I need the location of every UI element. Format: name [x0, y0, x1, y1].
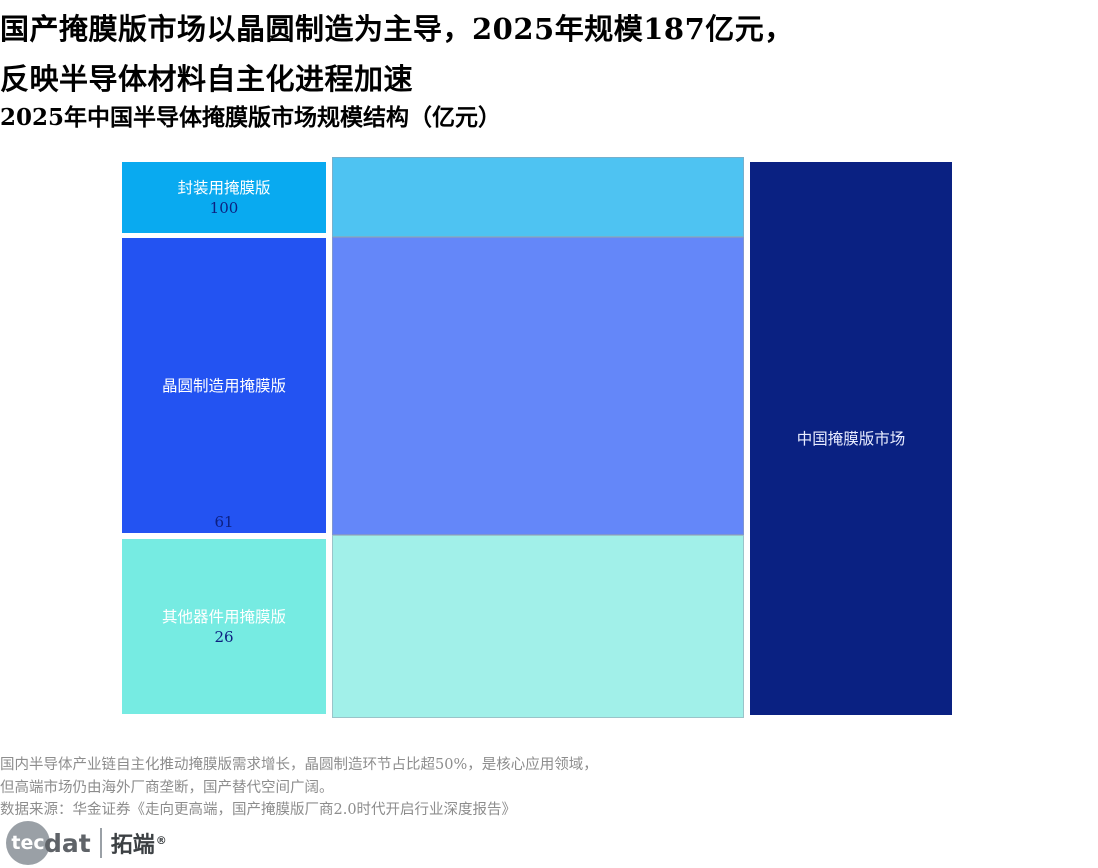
logo-suffix-text: dat	[44, 828, 91, 858]
segment-label-packaging: 封装用掩膜版	[177, 178, 271, 197]
segment-label-wafer: 晶圆制造用掩膜版	[161, 376, 286, 395]
logo-circle-icon: tec	[6, 821, 50, 865]
footnote-line1: 国内半导体产业链自主化推动掩膜版需求增长，晶圆制造环节占比超50%，是核心应用领…	[0, 757, 598, 773]
segment-label-other: 其他器件用掩膜版	[161, 607, 286, 626]
target-block-china-market: 中国掩膜版市场	[750, 162, 952, 715]
segment-value-wafer: 61	[214, 513, 234, 531]
page-title-line2: 反映半导体材料自主化进程加速	[0, 62, 414, 96]
registered-trademark-icon: ®	[155, 833, 167, 847]
logo-chinese-name: 拓端®	[111, 827, 167, 859]
segment-value-packaging: 100	[209, 198, 239, 217]
segment-block-wafer: 晶圆制造用掩膜版 61	[122, 238, 326, 533]
segment-value-other: 26	[214, 627, 234, 646]
footnote-line2: 但高端市场仍由海外厂商垄断，国产替代空间广阔。	[0, 780, 334, 796]
flow-band-packaging	[332, 157, 744, 237]
chart-subtitle: 2025年中国半导体掩膜版市场规模结构（亿元）	[0, 104, 502, 131]
tecdat-logo: tec dat 拓端®	[6, 820, 167, 866]
logo-cn-text: 拓端	[110, 833, 155, 858]
flow-band-wafer	[332, 237, 744, 535]
segment-block-packaging: 封装用掩膜版 100	[122, 162, 326, 233]
data-source-note: 数据来源：华金证券《走向更高端，国产掩膜版厂商2.0时代开启行业深度报告》	[0, 802, 517, 818]
target-label: 中国掩膜版市场	[796, 429, 906, 448]
logo-divider	[99, 828, 102, 858]
flow-band-other	[332, 535, 744, 718]
segment-block-other: 其他器件用掩膜版 26	[122, 539, 326, 714]
page-title-line1: 国产掩膜版市场以晶圆制造为主导，2025年规模187亿元，	[0, 12, 794, 46]
